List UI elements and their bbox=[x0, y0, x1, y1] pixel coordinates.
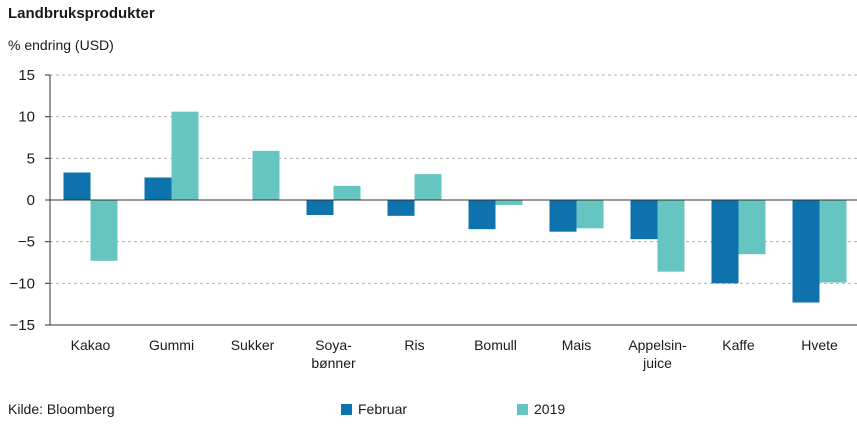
bar-februar-0 bbox=[63, 172, 91, 200]
bar-februar-5 bbox=[468, 200, 496, 230]
source-note: Kilde: Bloomberg bbox=[8, 401, 115, 417]
x-category-label: Mais bbox=[562, 337, 592, 353]
legend-swatch-februar bbox=[341, 403, 352, 415]
bar-februar-8 bbox=[711, 200, 739, 284]
bar-2019-7 bbox=[657, 200, 685, 272]
y-axis-unit-label: % endring (USD) bbox=[8, 37, 114, 53]
x-category-label: Hvete bbox=[801, 337, 838, 353]
x-category-label: Gummi bbox=[149, 337, 194, 353]
x-category-label: bønner bbox=[311, 355, 356, 371]
bar-2019-2 bbox=[252, 150, 280, 200]
legend-swatch-2019 bbox=[517, 403, 528, 415]
legend-item-februar: Februar bbox=[341, 401, 407, 417]
legend-label-februar: Februar bbox=[358, 401, 408, 417]
x-category-label: Sukker bbox=[231, 337, 275, 353]
bar-2019-3 bbox=[333, 185, 361, 200]
y-tick-label: −15 bbox=[10, 317, 35, 334]
y-tick-label: 15 bbox=[18, 67, 35, 84]
bar-2019-9 bbox=[819, 200, 847, 283]
x-category-label: Kakao bbox=[71, 337, 111, 353]
bar-2019-0 bbox=[90, 200, 118, 261]
x-category-label: Ris bbox=[404, 337, 424, 353]
bar-februar-4 bbox=[387, 200, 415, 216]
x-category-label: Bomull bbox=[474, 337, 517, 353]
y-tick-label: 5 bbox=[27, 150, 35, 167]
bar-februar-1 bbox=[144, 177, 172, 200]
y-tick-label: −10 bbox=[10, 275, 35, 292]
bar-februar-3 bbox=[306, 200, 334, 215]
x-category-label: Appelsin- bbox=[628, 337, 687, 353]
x-category-label: juice bbox=[642, 355, 672, 371]
chart-title: Landbruksprodukter bbox=[8, 5, 155, 22]
legend-label-2019: 2019 bbox=[534, 401, 566, 417]
bar-2019-1 bbox=[171, 111, 199, 200]
x-category-label: Kaffe bbox=[722, 337, 755, 353]
y-tick-label: 10 bbox=[18, 109, 35, 126]
bar-2019-5 bbox=[495, 200, 523, 205]
bar-2019-6 bbox=[576, 200, 604, 229]
bar-2019-8 bbox=[738, 200, 766, 255]
bar-februar-7 bbox=[630, 200, 658, 240]
legend-item-2019: 2019 bbox=[517, 401, 565, 417]
bar-2019-4 bbox=[414, 174, 442, 200]
y-tick-label: 0 bbox=[27, 192, 35, 209]
bar-februar-6 bbox=[549, 200, 577, 232]
bar-februar-9 bbox=[792, 200, 820, 303]
y-tick-label: −5 bbox=[18, 234, 35, 251]
x-category-label: Soya- bbox=[315, 337, 352, 353]
